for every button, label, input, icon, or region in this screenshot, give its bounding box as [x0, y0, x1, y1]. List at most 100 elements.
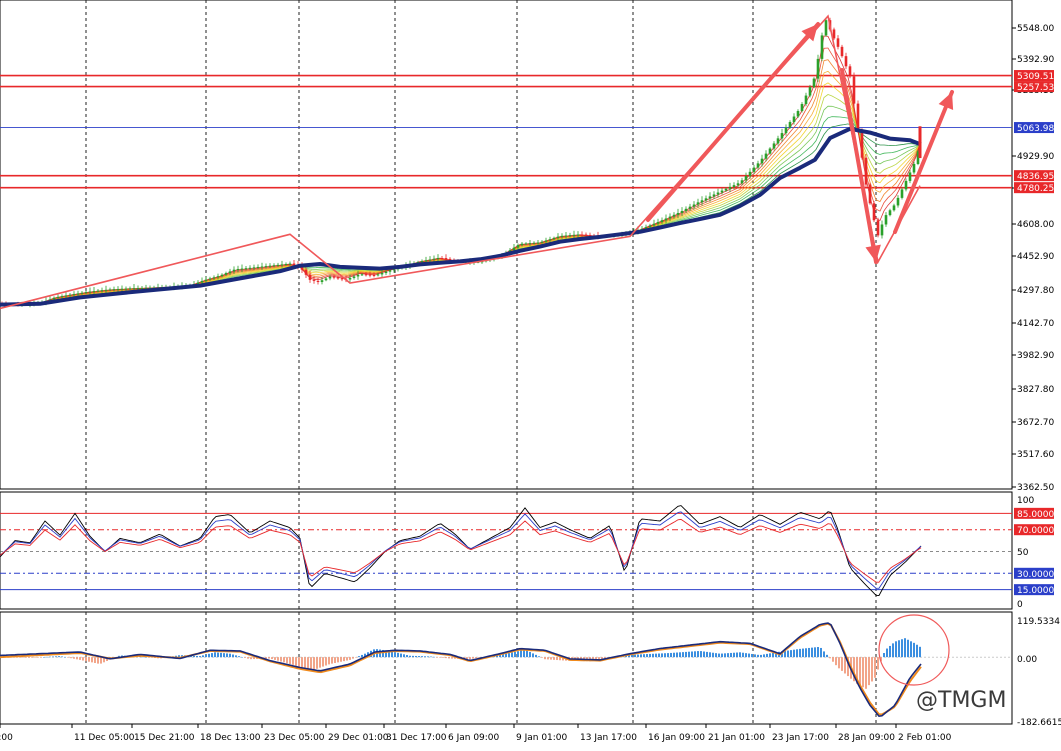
macd-histogram-bar	[793, 649, 795, 658]
ma-ribbon-line	[0, 82, 921, 305]
candle-body	[124, 288, 128, 290]
macd-histogram-bar	[910, 641, 912, 658]
macd-histogram-bar	[103, 657, 105, 663]
macd-histogram-bar	[145, 657, 147, 658]
arrow-down-head	[865, 244, 881, 262]
candle-body	[840, 46, 844, 57]
candle-body	[756, 163, 760, 168]
stoch-tick-label: 0	[1017, 600, 1023, 610]
time-tick-label: 23 Jan 17:00	[772, 733, 829, 743]
candle-body	[668, 216, 672, 219]
macd-histogram-bar	[244, 657, 246, 658]
candle-body	[552, 237, 556, 240]
macd-histogram-bar	[346, 657, 348, 661]
macd-histogram-bar	[889, 645, 891, 658]
price-frame	[0, 0, 1013, 490]
candle-body	[328, 276, 332, 279]
macd-histogram-bar	[814, 647, 816, 658]
candle-body	[528, 243, 532, 245]
candle-body	[444, 258, 448, 260]
macd-histogram-bar	[217, 652, 219, 658]
macd-histogram-bar	[754, 654, 756, 658]
macd-histogram-bar	[202, 655, 204, 658]
level-label: 4836.95	[1017, 172, 1054, 182]
stoch-frame	[0, 491, 1013, 610]
macd-histogram-bar	[805, 648, 807, 658]
macd-histogram-bar	[211, 653, 213, 658]
macd-histogram-bar	[868, 657, 870, 686]
candle-body	[304, 269, 308, 275]
time-tick-label: 8 Dec 13:00	[0, 733, 13, 743]
macd-histogram-bar	[556, 657, 558, 661]
macd-histogram-bar	[526, 650, 528, 658]
candle-body	[648, 225, 652, 228]
candle-body	[684, 208, 688, 211]
candle-body	[372, 274, 376, 276]
candle-body	[652, 223, 656, 226]
macd-histogram-bar	[46, 656, 48, 658]
macd-histogram-bar	[304, 657, 306, 668]
macd-histogram-bar	[97, 657, 99, 664]
candle-body	[244, 268, 248, 270]
macd-histogram-bar	[223, 653, 225, 658]
macd-histogram-bar	[769, 653, 771, 658]
ma-ribbon-line	[0, 116, 921, 305]
time-tick-label: 31 Dec 17:00	[386, 733, 447, 743]
macd-histogram-bar	[517, 651, 519, 658]
candle-body	[228, 271, 232, 274]
candle-body	[128, 288, 132, 290]
candle-body	[760, 158, 764, 164]
candle-body	[876, 220, 880, 236]
macd-histogram-bar	[178, 655, 180, 658]
arrow-up-right	[893, 90, 954, 234]
candle-body	[200, 281, 204, 283]
macd-histogram-bar	[847, 657, 849, 677]
candle-body	[540, 241, 544, 243]
macd-histogram-bar	[838, 657, 840, 669]
candle-body	[428, 259, 432, 261]
macd-histogram-bar	[322, 657, 324, 667]
macd-histogram-bar	[241, 656, 243, 658]
candle-body	[436, 258, 440, 260]
macd-signal-line	[0, 622, 922, 716]
candle-body	[384, 271, 388, 274]
macd-histogram-bar	[844, 657, 846, 674]
candle-body	[208, 278, 212, 280]
candle-body	[892, 205, 896, 211]
candle-body	[532, 242, 536, 244]
candle-body	[664, 218, 668, 221]
macd-histogram-bar	[118, 655, 120, 658]
stoch-d-line	[0, 511, 922, 589]
candle-body	[432, 258, 436, 260]
macd-histogram-bar	[196, 655, 198, 658]
candle-body	[792, 116, 796, 123]
macd-histogram-bar	[643, 654, 645, 658]
macd-histogram-bar	[478, 657, 480, 658]
macd-histogram-bar	[415, 655, 417, 658]
candle-body	[700, 200, 704, 203]
macd-histogram-bar	[142, 656, 144, 658]
macd-histogram-bar	[49, 656, 51, 658]
time-tick-label: 13 Jan 17:00	[580, 733, 637, 743]
macd-histogram-bar	[157, 657, 159, 659]
candle-body	[864, 157, 868, 185]
macd-histogram-bar	[334, 657, 336, 663]
ma-ribbon-line	[0, 59, 921, 305]
macd-histogram-bar	[298, 657, 300, 667]
macd-tick-label: 0.00	[1017, 655, 1037, 665]
candle-body	[88, 291, 92, 293]
candle-body	[284, 263, 288, 265]
macd-histogram-bar	[892, 643, 894, 658]
candle-body	[696, 202, 700, 205]
axes: 5548.005392.905235.104929.904774.304608.…	[0, 24, 1061, 743]
candle-body	[376, 274, 380, 276]
candle-body	[780, 133, 784, 139]
candle-body	[56, 296, 60, 298]
macd-histogram-bar	[394, 652, 396, 658]
macd-histogram-bar	[430, 656, 432, 658]
macd-histogram-bar	[796, 649, 798, 658]
macd-histogram-bar	[667, 653, 669, 658]
macd-histogram-bar	[682, 652, 684, 658]
macd-histogram-bar	[772, 652, 774, 658]
macd-histogram-bar	[823, 651, 825, 658]
